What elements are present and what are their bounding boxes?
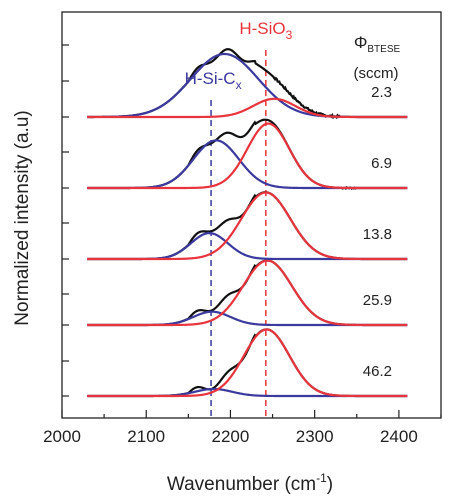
h-sio3-sub: 3 bbox=[286, 28, 293, 42]
h-sio3-annotation: H-SiO3 bbox=[239, 19, 292, 42]
h-sio3-main: H-SiO bbox=[239, 19, 285, 38]
phi-symbol: Φ bbox=[354, 33, 368, 52]
y-axis bbox=[62, 44, 69, 397]
h-si-cx-sub: x bbox=[236, 78, 242, 92]
spectrum-data-line bbox=[87, 48, 408, 120]
h-sio3-fit-line bbox=[87, 259, 408, 327]
spectrum-data-line bbox=[87, 259, 408, 327]
plot-frame bbox=[61, 11, 442, 419]
x-axis: 2000 2100 2200 2300 2400 bbox=[43, 410, 442, 446]
x-tick-label: 2300 bbox=[296, 427, 334, 446]
flow-unit: (sccm) bbox=[354, 65, 399, 82]
x-tick-label: 2200 bbox=[212, 427, 250, 446]
h-sio3-fit-line bbox=[87, 191, 408, 261]
h-sio3-fit-line bbox=[87, 328, 408, 398]
h-si-cx-main: H-Si-C bbox=[185, 69, 236, 88]
h-si-cx-annotation: H-Si-Cx bbox=[185, 69, 242, 92]
flow-value-label: 2.3 bbox=[371, 84, 392, 101]
x-axis-title-sup: -1 bbox=[316, 471, 327, 485]
flow-title: ΦBTESE bbox=[354, 33, 401, 55]
x-tick-label: 2000 bbox=[43, 427, 81, 446]
spectrum-data-line bbox=[87, 328, 408, 398]
h-si-cx-fit-line bbox=[87, 52, 408, 119]
spectrum-data-line bbox=[87, 191, 408, 261]
h-sio3-fit-line bbox=[87, 97, 408, 119]
plot-area: 46.2 25.9 13.8 6.9 2.3 bbox=[87, 48, 408, 418]
flow-value-label: 6.9 bbox=[371, 155, 392, 172]
x-axis-title-main: Wavenumber (cm bbox=[167, 474, 316, 495]
y-axis-title: Normalized intensity (a.u) bbox=[12, 110, 33, 325]
phi-subscript: BTESE bbox=[367, 44, 400, 55]
x-axis-title-close: ) bbox=[327, 474, 333, 495]
x-axis-title: Wavenumber (cm-1) bbox=[167, 471, 333, 495]
h-sio3-fit-line bbox=[87, 122, 408, 190]
x-tick-label: 2400 bbox=[380, 427, 418, 446]
h-si-cx-fit-line bbox=[87, 231, 408, 261]
flow-value-label: 13.8 bbox=[363, 226, 392, 243]
h-si-cx-fit-line bbox=[87, 310, 408, 327]
x-tick-label: 2100 bbox=[127, 427, 165, 446]
flow-value-label: 25.9 bbox=[363, 292, 392, 309]
spectrum-data-line bbox=[87, 118, 408, 191]
flow-value-label: 46.2 bbox=[363, 363, 392, 380]
